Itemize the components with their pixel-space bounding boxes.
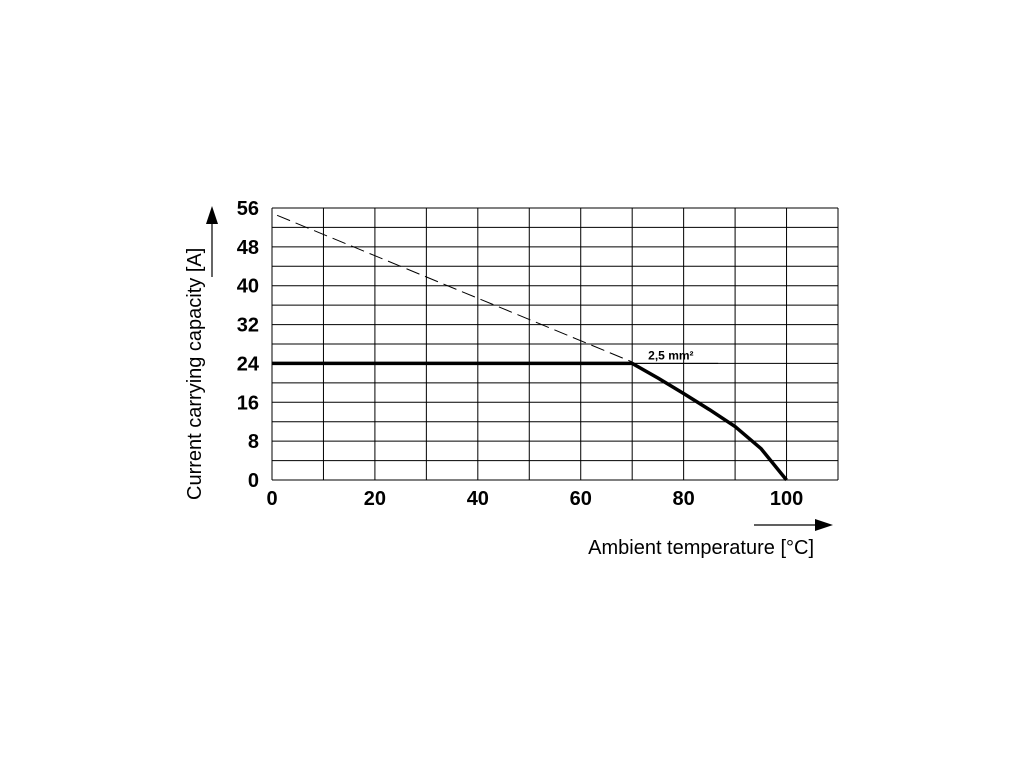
series-label: 2,5 mm² [648,348,693,362]
y-axis-label: Current carrying capacity [A] [184,248,206,500]
grid [271,207,839,481]
x-tick-label: 100 [770,488,803,510]
y-tick-label: 40 [237,276,259,298]
y-tick-label: 24 [237,353,260,375]
series-lines [272,214,788,482]
x-tick-labels: 0 20 40 60 80 100 [266,488,803,510]
y-tick-label: 8 [248,431,259,453]
x-tick-label: 0 [266,488,277,510]
x-tick-label: 40 [467,488,489,510]
x-axis-arrow [754,519,833,531]
x-tick-label: 80 [673,488,695,510]
dashed-extrapolation-line [276,214,633,363]
x-tick-label: 60 [570,488,592,510]
y-tick-label: 32 [237,315,259,337]
y-tick-label: 56 [237,198,259,220]
y-axis-arrow [206,206,218,277]
x-axis-label: Ambient temperature [°C] [588,537,814,559]
x-tick-label: 20 [364,488,386,510]
y-tick-label: 0 [248,470,259,492]
y-tick-label: 48 [237,237,259,259]
y-tick-labels: 0 8 16 24 32 40 48 56 [237,198,260,492]
y-tick-label: 16 [237,392,259,414]
derating-curve-line [272,361,788,482]
